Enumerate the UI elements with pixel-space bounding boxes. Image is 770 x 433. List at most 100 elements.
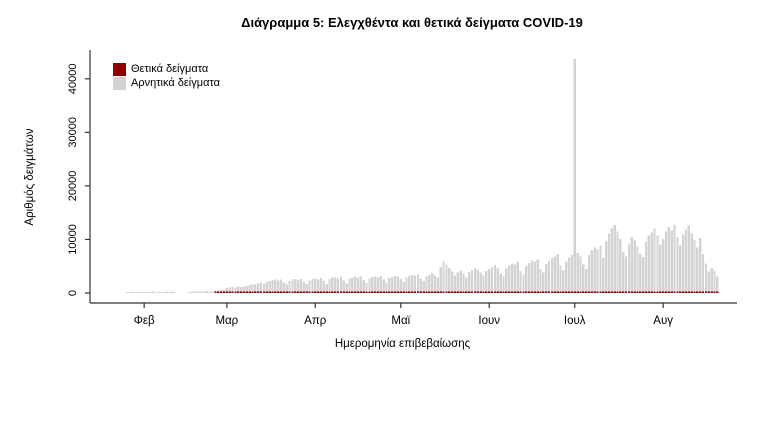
- bar-negative: [436, 277, 440, 292]
- bar-positive: [254, 291, 257, 293]
- bar-negative: [339, 276, 343, 292]
- bar-positive: [308, 291, 311, 293]
- bar-negative: [536, 259, 539, 292]
- bar-negative: [248, 284, 251, 292]
- bar-positive: [470, 291, 474, 293]
- bar-positive: [587, 291, 591, 293]
- bar-negative: [650, 232, 653, 292]
- bar-positive: [268, 291, 271, 293]
- bar-negative: [510, 263, 514, 292]
- bar-negative: [188, 291, 191, 293]
- bar-positive: [277, 291, 280, 293]
- bar-positive: [279, 291, 283, 293]
- bar-positive: [676, 291, 679, 293]
- bar-negative: [174, 291, 177, 293]
- bar-negative: [647, 235, 651, 292]
- bar-positive: [656, 291, 659, 293]
- bar-positive: [336, 291, 340, 293]
- bar-negative: [388, 278, 391, 292]
- bar-negative: [234, 287, 237, 292]
- bar-negative: [194, 291, 197, 293]
- bar-positive: [716, 291, 719, 293]
- bar-positive: [220, 291, 223, 293]
- bar-positive: [510, 291, 514, 293]
- bar-negative: [496, 267, 499, 292]
- bar-negative: [191, 291, 194, 293]
- bar-negative: [636, 246, 639, 292]
- bar-negative: [490, 266, 494, 292]
- bar-positive: [354, 291, 357, 293]
- bar-positive: [565, 291, 568, 293]
- bar-positive: [545, 291, 548, 293]
- legend: Θετικά δείγματα Αρνητικά δείγματα: [113, 62, 220, 90]
- bar-positive: [294, 291, 297, 293]
- bar-negative: [325, 283, 328, 292]
- bar-positive: [490, 291, 494, 293]
- bar-positive: [627, 291, 631, 293]
- bar-positive: [231, 291, 234, 293]
- bar-negative: [653, 228, 656, 292]
- bar-negative: [288, 280, 291, 292]
- bar-negative: [314, 278, 317, 292]
- bar-positive: [556, 291, 559, 293]
- bar-positive: [345, 291, 348, 293]
- bar-positive: [650, 291, 653, 293]
- bar-positive: [610, 291, 613, 293]
- bar-negative: [659, 244, 662, 292]
- bar-negative: [348, 278, 351, 292]
- bar-negative: [405, 277, 408, 292]
- bar-negative: [476, 269, 479, 292]
- bar-negative: [342, 280, 345, 292]
- bar-negative: [716, 276, 719, 292]
- bar-positive: [644, 291, 648, 293]
- bar-negative: [228, 287, 231, 292]
- axes: [85, 50, 737, 308]
- negative-color-swatch: [113, 76, 126, 90]
- bar-negative: [433, 275, 437, 292]
- bar-positive: [681, 291, 685, 293]
- bar-negative: [365, 282, 368, 292]
- bar-negative: [148, 291, 152, 293]
- legend-item-positive: Θετικά δείγματα: [113, 62, 220, 76]
- bar-positive: [408, 291, 411, 293]
- bar-positive: [251, 291, 254, 293]
- bar-positive: [530, 291, 534, 293]
- bar-negative: [607, 233, 611, 292]
- bar-negative: [479, 272, 482, 292]
- bar-positive: [567, 291, 571, 293]
- bar-negative: [619, 238, 622, 292]
- bar-negative: [545, 264, 548, 292]
- bar-negative: [171, 291, 174, 293]
- y-tick-label: 40000: [67, 64, 79, 95]
- bar-negative: [379, 276, 382, 292]
- bar-negative: [197, 291, 200, 293]
- bar-positive: [462, 291, 465, 293]
- bar-negative: [279, 279, 283, 292]
- bar-negative: [245, 285, 248, 292]
- bar-negative: [459, 270, 462, 292]
- bar-positive: [479, 291, 482, 293]
- bar-negative: [271, 280, 274, 292]
- bar-positive: [242, 291, 246, 293]
- bar-negative: [237, 286, 240, 292]
- bar-positive: [513, 291, 517, 293]
- bar-negative: [371, 277, 374, 292]
- bar-positive: [334, 291, 337, 293]
- bar-positive: [684, 291, 688, 293]
- bar-positive: [710, 291, 713, 293]
- bar-negative: [556, 253, 559, 292]
- bar-positive: [667, 291, 671, 293]
- bar-positive: [639, 291, 642, 293]
- bar-positive: [607, 291, 611, 293]
- bar-positive: [296, 291, 300, 293]
- bar-negative: [664, 231, 668, 292]
- bar-positive: [436, 291, 440, 293]
- bar-negative: [450, 271, 454, 292]
- bar-positive: [405, 291, 408, 293]
- bar-negative: [316, 279, 320, 292]
- bar-positive: [624, 291, 628, 293]
- bar-negative: [673, 224, 676, 292]
- bar-negative: [559, 265, 562, 292]
- bar-positive: [316, 291, 320, 293]
